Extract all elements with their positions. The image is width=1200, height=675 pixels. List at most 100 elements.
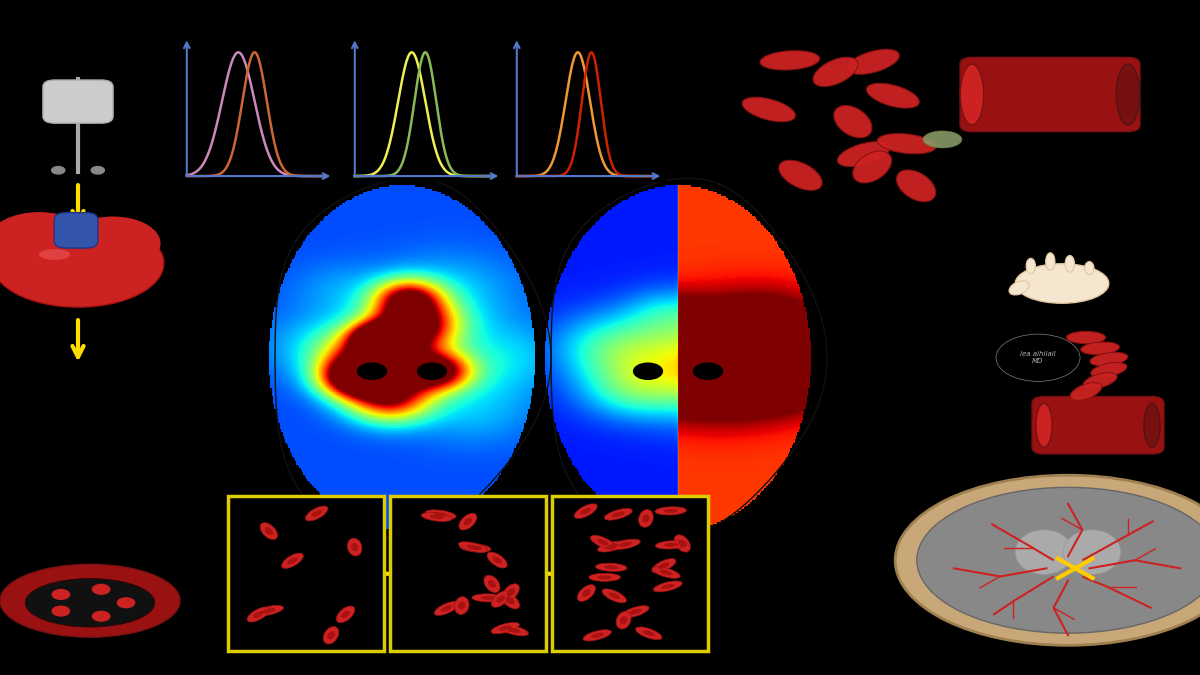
Ellipse shape [282,553,304,568]
Ellipse shape [590,632,604,638]
Ellipse shape [425,510,456,519]
Circle shape [66,217,160,270]
Ellipse shape [582,589,590,597]
Ellipse shape [25,578,155,627]
Ellipse shape [254,605,283,616]
Ellipse shape [608,593,620,599]
Ellipse shape [1067,331,1105,344]
FancyBboxPatch shape [960,57,1140,132]
Ellipse shape [1091,362,1127,377]
Ellipse shape [598,575,612,579]
Ellipse shape [506,597,515,605]
Ellipse shape [1144,404,1160,448]
Ellipse shape [678,539,686,547]
Circle shape [92,612,109,621]
Ellipse shape [499,626,511,631]
Ellipse shape [742,97,796,122]
Ellipse shape [1081,342,1120,354]
Ellipse shape [606,544,618,549]
Ellipse shape [923,131,962,148]
Ellipse shape [0,219,163,307]
Ellipse shape [595,563,626,572]
Ellipse shape [604,565,618,570]
Ellipse shape [664,543,678,547]
Ellipse shape [491,622,520,634]
Ellipse shape [341,611,350,618]
FancyBboxPatch shape [43,80,113,123]
Ellipse shape [643,630,655,637]
Ellipse shape [434,601,458,616]
Circle shape [53,589,70,599]
Ellipse shape [287,558,298,564]
Ellipse shape [598,541,626,552]
Ellipse shape [487,552,508,568]
Ellipse shape [642,514,649,522]
Ellipse shape [664,509,678,513]
Ellipse shape [659,562,670,569]
Ellipse shape [1015,264,1109,303]
Ellipse shape [834,105,872,138]
Ellipse shape [611,539,641,549]
Ellipse shape [497,595,505,603]
Ellipse shape [577,585,595,601]
Ellipse shape [463,518,472,525]
Ellipse shape [336,606,355,622]
Ellipse shape [605,508,632,520]
Circle shape [92,585,109,594]
Ellipse shape [455,597,469,614]
Circle shape [53,606,70,616]
Ellipse shape [638,510,653,527]
FancyBboxPatch shape [1032,397,1164,454]
Ellipse shape [347,538,362,556]
Ellipse shape [622,605,649,618]
Ellipse shape [260,522,277,539]
Ellipse shape [847,49,899,74]
Ellipse shape [467,545,480,549]
Ellipse shape [1063,530,1121,574]
Ellipse shape [247,607,270,622]
Ellipse shape [253,611,264,618]
Ellipse shape [433,512,448,517]
Ellipse shape [458,601,466,610]
Ellipse shape [1085,262,1094,275]
Ellipse shape [460,543,491,552]
Ellipse shape [312,510,322,517]
Circle shape [0,213,90,270]
FancyBboxPatch shape [390,496,546,651]
Ellipse shape [760,51,820,70]
Circle shape [91,167,104,174]
Ellipse shape [458,542,487,552]
Ellipse shape [838,142,890,167]
Ellipse shape [652,567,680,578]
Ellipse shape [1036,404,1052,448]
Ellipse shape [506,589,515,596]
Ellipse shape [616,612,631,629]
Ellipse shape [488,580,496,588]
Ellipse shape [480,596,494,600]
Ellipse shape [38,249,70,260]
Ellipse shape [265,527,274,535]
Circle shape [52,167,65,174]
Ellipse shape [323,626,338,644]
Ellipse shape [612,512,625,517]
Ellipse shape [877,134,936,154]
Ellipse shape [896,170,936,202]
Ellipse shape [853,151,892,183]
Ellipse shape [1015,530,1073,574]
Ellipse shape [636,627,662,640]
Ellipse shape [590,535,616,549]
Ellipse shape [1070,383,1102,400]
Ellipse shape [306,506,328,521]
Ellipse shape [503,584,520,601]
Ellipse shape [619,542,632,547]
Circle shape [358,363,386,379]
Circle shape [118,598,134,608]
Ellipse shape [660,570,672,575]
Ellipse shape [917,487,1200,633]
Ellipse shape [508,628,521,633]
Ellipse shape [602,589,626,603]
Ellipse shape [1084,373,1117,389]
Ellipse shape [500,593,520,609]
Ellipse shape [895,475,1200,645]
FancyBboxPatch shape [552,496,708,651]
